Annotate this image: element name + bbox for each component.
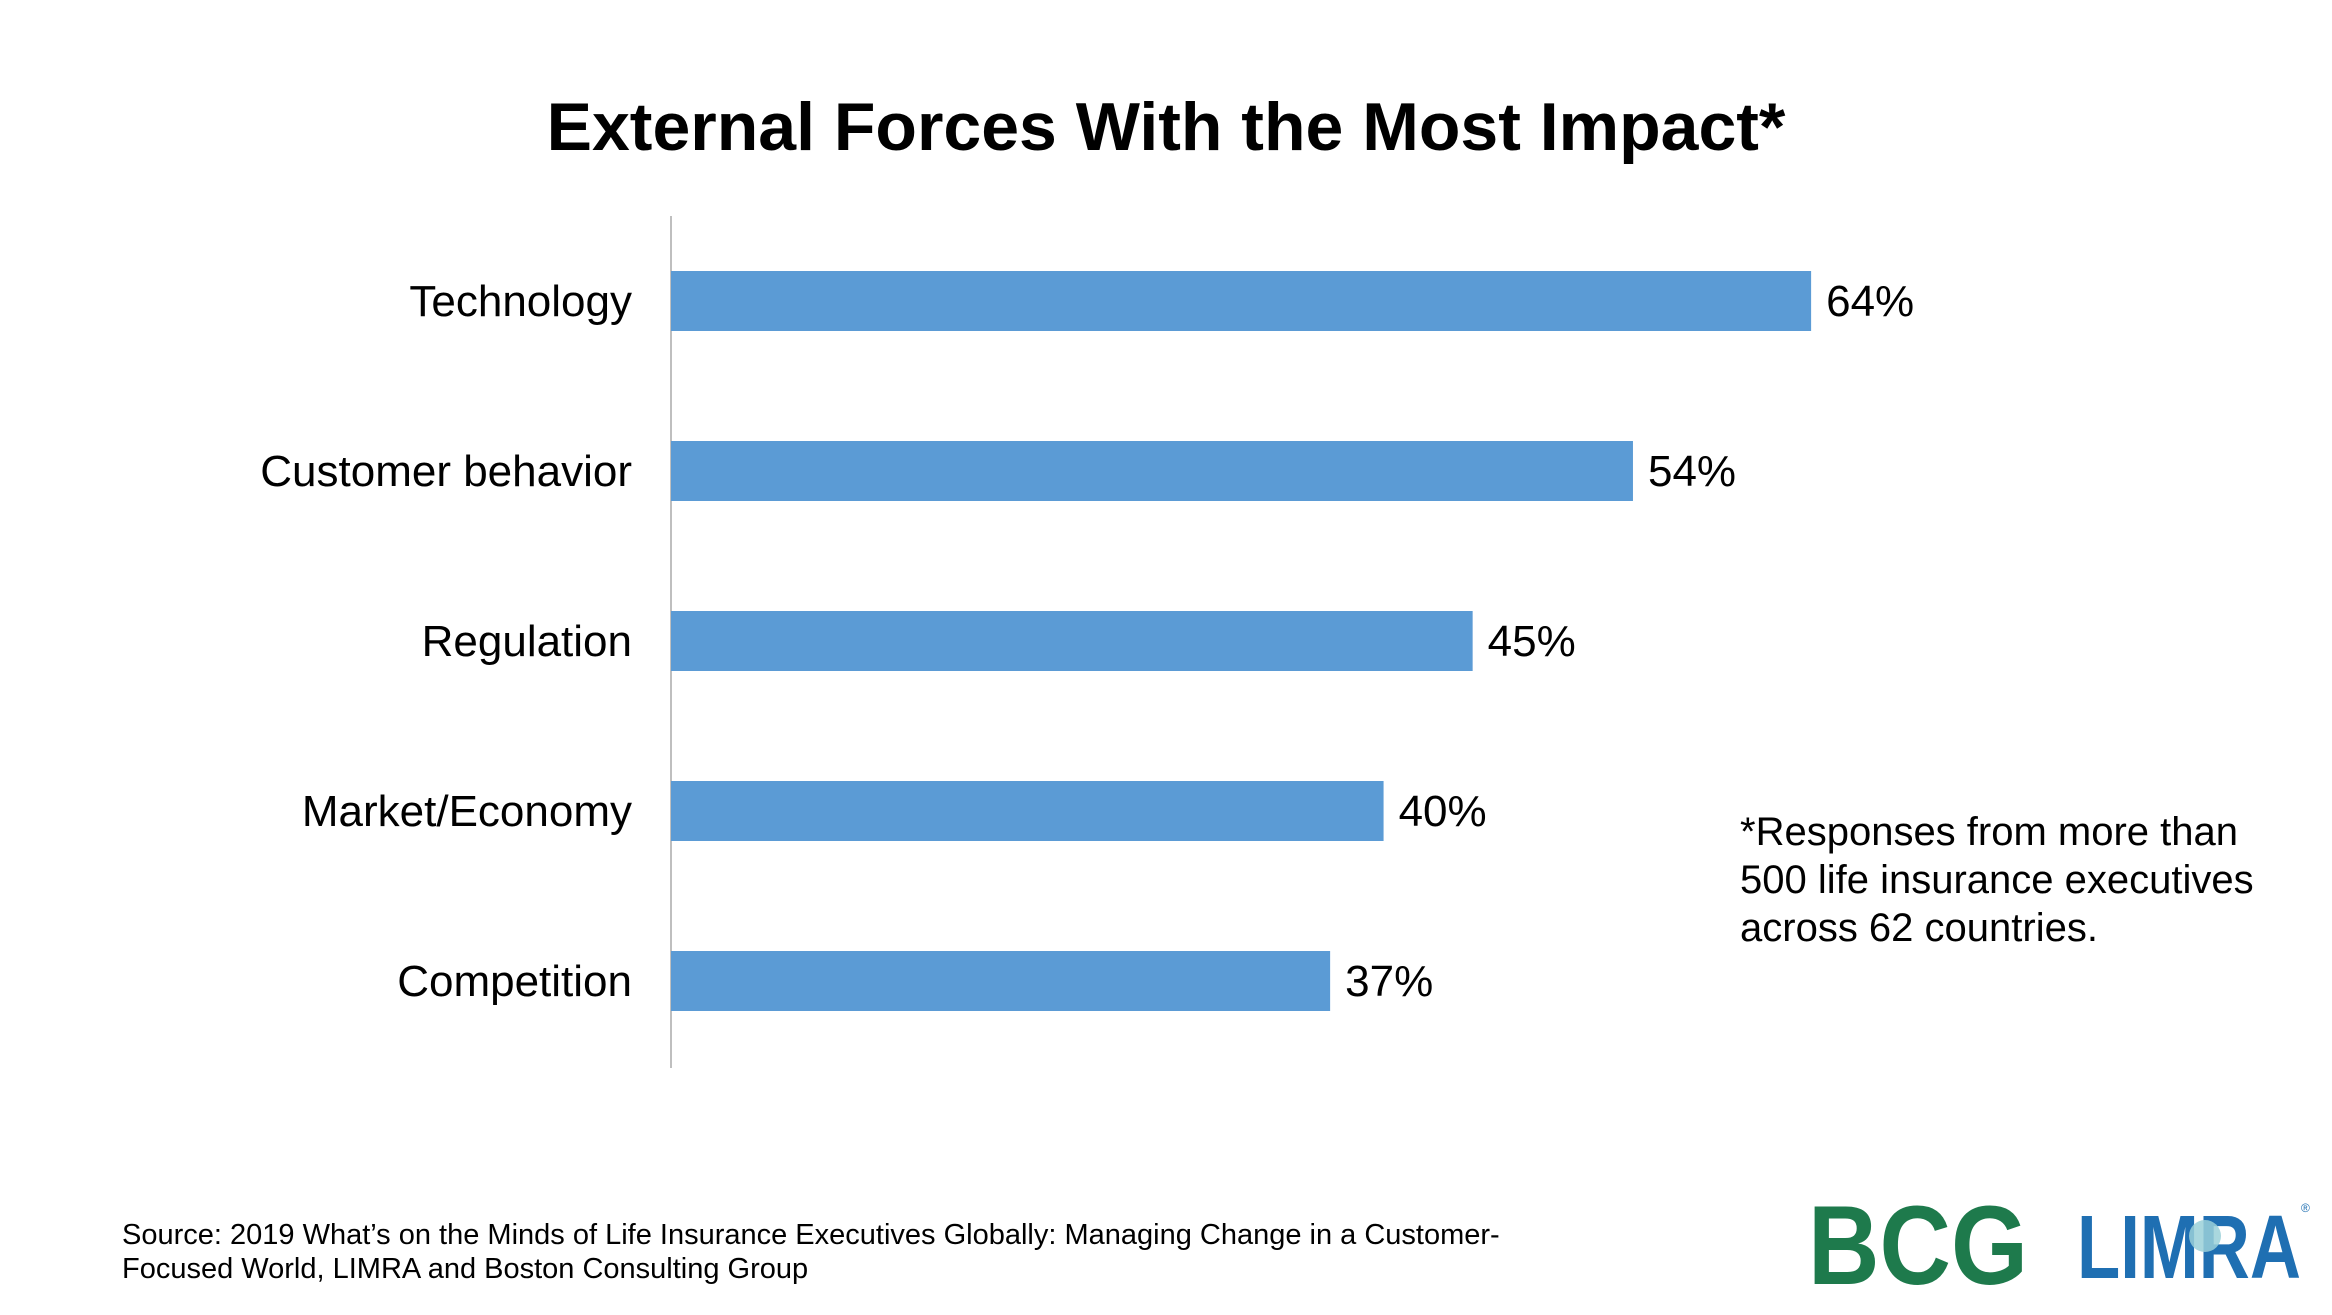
value-label: 64% xyxy=(1826,277,1914,326)
footnote: *Responses from more than 500 life insur… xyxy=(1740,808,2300,952)
footnote-line-1: *Responses from more than xyxy=(1740,810,2239,854)
limra-logo: LIMRA ® xyxy=(2077,1198,2310,1292)
category-label: Technology xyxy=(409,277,632,326)
category-label: Competition xyxy=(397,957,632,1006)
source-note: Source: 2019 What’s on the Minds of Life… xyxy=(122,1218,1622,1286)
value-label: 54% xyxy=(1648,447,1736,496)
registered-mark: ® xyxy=(2301,1201,2310,1215)
category-label: Customer behavior xyxy=(260,447,632,496)
bar xyxy=(671,441,1633,501)
bar xyxy=(671,781,1384,841)
bars-group: Technology 64% Customer behavior 54% Regulat… xyxy=(260,271,1914,1011)
chart-title: External Forces With the Most Impact* xyxy=(546,89,1786,165)
globe-icon xyxy=(2189,1220,2221,1252)
bar xyxy=(671,271,1812,331)
bar xyxy=(671,951,1331,1011)
bar xyxy=(671,611,1473,671)
value-label: 37% xyxy=(1345,957,1433,1006)
source-line-2: Focused World, LIMRA and Boston Consulti… xyxy=(122,1253,809,1285)
footnote-line-3: across 62 countries. xyxy=(1740,906,2098,950)
value-label: 40% xyxy=(1399,787,1487,836)
value-label: 45% xyxy=(1488,617,1576,666)
source-line-1: Source: 2019 What’s on the Minds of Life… xyxy=(122,1219,1500,1251)
bcg-logo: BCG xyxy=(1808,1196,2028,1292)
footnote-line-2: 500 life insurance executives xyxy=(1740,858,2254,902)
limra-logo-text: LIMRA xyxy=(2077,1198,2301,1292)
category-label: Regulation xyxy=(422,617,632,666)
bcg-logo-text: BCG xyxy=(1808,1196,2028,1292)
category-label: Market/Economy xyxy=(302,787,632,836)
